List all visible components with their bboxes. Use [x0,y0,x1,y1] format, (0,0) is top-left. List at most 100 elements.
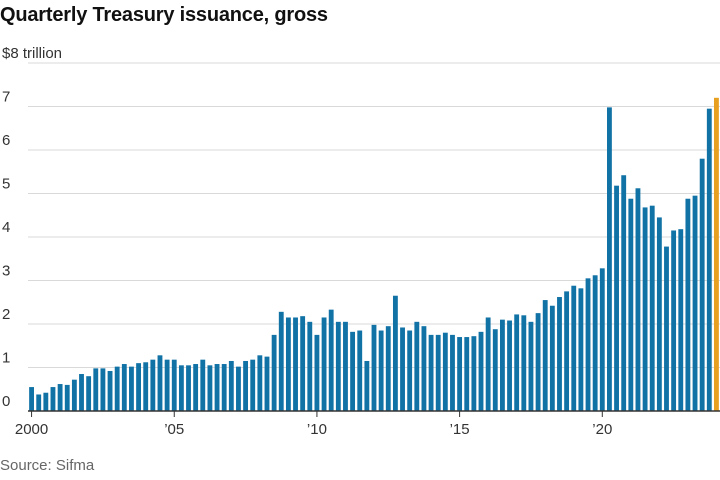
bar [485,317,491,411]
y-tick-label: 4 [2,219,10,236]
bar [664,246,669,411]
y-tick-label: 3 [2,263,10,280]
bar [428,334,434,412]
bar [478,331,484,411]
bar [671,230,677,411]
bar [343,321,348,411]
bar [599,268,605,411]
bar [207,365,213,411]
bar [678,229,684,411]
bar [271,334,277,412]
y-tick-label: $8 trillion [2,45,62,62]
bar [300,316,306,411]
bar [221,364,227,411]
bar [457,337,463,411]
chart-title: Quarterly Treasury issuance, gross [0,4,328,26]
x-tick-label: ’10 [307,421,327,438]
bar [528,321,534,411]
bar [407,330,413,411]
y-axis-ticks: 0 1 2 3 4 5 6 7 $8 trillion [2,45,62,410]
bar [164,359,170,411]
bar [450,334,455,412]
y-tick-label: 2 [2,306,10,323]
bar [107,370,113,411]
y-tick-label: 7 [2,89,10,106]
bar [706,108,712,412]
bar [157,355,163,411]
bar [178,365,184,411]
bar [71,379,77,411]
bar [314,334,320,412]
bar [193,364,199,411]
bar [278,311,284,411]
bar [264,356,270,412]
bar [514,314,520,411]
x-tick-label: ’05 [164,421,184,438]
bar [400,327,405,411]
bar [186,365,191,411]
bar [79,374,84,411]
bar [549,305,555,411]
bar [129,366,134,411]
bar [143,362,149,411]
x-tick-label: 2000 [15,421,48,438]
bar [57,384,63,411]
bar [471,336,477,411]
bar [64,384,70,411]
bar [578,288,584,411]
bar [435,334,441,412]
bar [36,394,42,411]
bar [542,300,548,411]
bar [571,285,577,411]
bar [464,337,470,411]
bar [43,392,49,411]
bar [50,387,56,411]
bar [293,317,298,411]
bar [692,195,698,411]
bar [321,317,327,411]
bar [236,366,241,411]
bar [656,217,662,411]
bar [29,387,34,411]
source-note: Source: Sifma [0,457,95,474]
bar [93,368,99,411]
bar-latest [714,97,719,412]
bar [642,207,648,411]
bar [378,330,384,411]
bar [592,275,598,411]
bar [86,376,92,411]
bars [29,97,719,412]
y-tick-label: 1 [2,350,10,367]
bar [364,360,370,411]
bar [257,355,263,411]
bar [614,185,619,411]
bar [250,359,256,411]
bar [385,326,391,411]
bar [628,198,634,411]
bar [421,326,427,411]
bar [392,295,398,411]
bar [200,359,206,411]
bar [414,321,420,411]
bar [499,319,505,411]
bar [328,309,334,411]
bar [635,188,641,411]
bar [214,364,220,411]
bar [621,175,627,411]
bar [307,321,313,411]
bar [150,359,156,411]
bar [685,198,691,411]
bar [649,205,655,411]
y-tick-label: 5 [2,176,10,193]
bar [114,366,120,411]
bar [171,359,177,411]
bar [228,360,234,411]
x-tick-label: ’15 [450,421,470,438]
bar [136,363,141,411]
x-axis-ticks: 2000 ’05 ’10 ’15 ’20 [15,411,612,438]
bar [507,320,512,411]
y-tick-label: 6 [2,132,10,149]
bar [371,324,377,411]
bar [699,158,705,411]
